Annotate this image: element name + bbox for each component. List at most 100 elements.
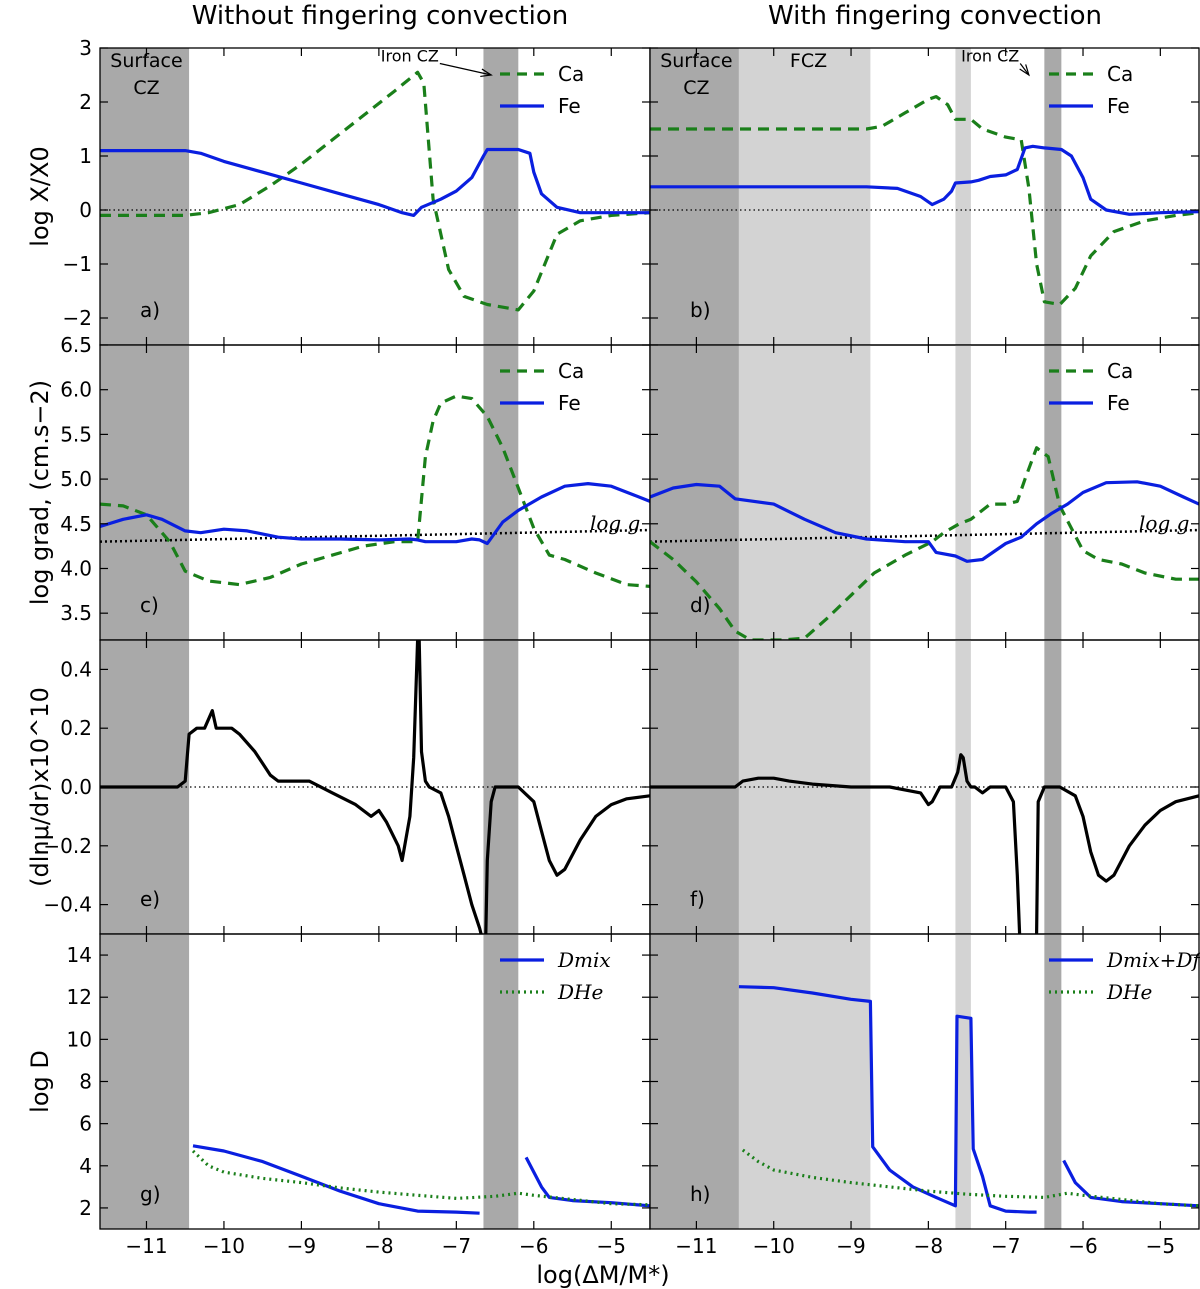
y-tick-label: 4.5	[60, 512, 92, 536]
y-tick-label: 0	[79, 198, 92, 222]
y-tick-label: 6.0	[60, 378, 92, 402]
y-tick-label: 0.4	[60, 657, 92, 681]
iron-cz-annotation-a: Iron CZ	[381, 47, 439, 66]
convection-zone-dark-h-3	[1044, 934, 1062, 1229]
convection-zone-dark-b-0	[650, 48, 739, 345]
arrow-line-a	[439, 62, 492, 76]
left-column-title: Without fingering convection	[192, 1, 569, 31]
plot-area-c	[100, 345, 650, 640]
y-tick-label: −1	[63, 252, 92, 276]
series-mu-e-1	[484, 785, 650, 934]
zone-annotation-b-2: FCZ	[790, 50, 827, 72]
convection-zone-light-b-2	[955, 48, 971, 345]
panel-label-f: f)	[690, 887, 705, 911]
x-tick-label: −11	[675, 1234, 717, 1258]
y-tick-label: −0.4	[43, 893, 92, 917]
plot-area-a	[100, 48, 650, 345]
panel-label-h: h)	[690, 1182, 710, 1206]
zone-annotation-b-0: Surface	[660, 50, 732, 72]
log-g-line-d	[650, 528, 1199, 543]
series-ca-b-0	[650, 94, 1199, 307]
panel-label-a: a)	[140, 298, 160, 322]
y-tick-label: 3	[79, 36, 92, 60]
right-column-title: With fingering convection	[768, 1, 1102, 31]
arrow-head-b	[1019, 64, 1030, 77]
plot-area-f	[650, 640, 1199, 934]
panel-g: −11 −10 −9 −8 −7 −6 −5 2 4 6 8 10 12 14 log D g) Dmix DHe	[26, 933, 651, 1258]
x-tick-label: −10	[753, 1234, 795, 1258]
x-tick-label: −9	[836, 1234, 865, 1258]
y-axis-title-g: log D	[26, 1050, 54, 1113]
x-tick-label: −5	[1146, 1234, 1175, 1258]
zone-annotation-a-1: CZ	[133, 77, 159, 99]
arrow-head-a	[480, 68, 493, 78]
y-tick-label: 5.0	[60, 467, 92, 491]
panel-d: d) Ca Fe log g	[649, 344, 1200, 641]
plot-area-g	[100, 934, 650, 1229]
x-tick-label: −6	[1068, 1234, 1097, 1258]
series-fe-b-1	[650, 144, 1199, 216]
panel-a: −2 −1 0 1 2 3 log X/X0 a) Ca Fe Surface CZ Iron CZ	[26, 36, 651, 346]
panel-label-d: d)	[690, 593, 711, 617]
convection-zone-light-h-2	[955, 934, 971, 1229]
series-d-mix-d-fing-h-0	[738, 985, 1037, 1214]
log-g-annotation-c: log g	[590, 511, 640, 535]
x-tick-label: −7	[442, 1234, 471, 1258]
legend-label-b-0: Ca	[1107, 62, 1133, 86]
panel-label-e: e)	[140, 887, 160, 911]
y-axis-title-e: (dlnμ/dr)x10^10	[26, 687, 54, 887]
panel-h: −11 −10 −9 −8 −7 −6 −5 h) Dmix+Dfing DHe	[649, 933, 1200, 1258]
panel-label-c: c)	[140, 593, 159, 617]
x-tick-label: −9	[287, 1234, 316, 1258]
y-tick-label: 12	[67, 985, 92, 1009]
zone-annotation-a-0: Surface	[110, 50, 182, 72]
x-tick-label: −6	[519, 1234, 548, 1258]
convection-zone-dark-b-3	[1044, 48, 1062, 345]
legend-label-a-0: Ca	[558, 62, 584, 86]
convection-zone-dark-g-1	[483, 934, 519, 1229]
series-d-mix-g-1	[524, 1156, 650, 1208]
plot-area-d	[650, 345, 1199, 640]
convection-zone-dark-g-0	[100, 934, 190, 1229]
y-tick-label: 5.5	[60, 422, 92, 446]
y-tick-label: −0.2	[43, 834, 92, 858]
convection-zone-light-b-1	[738, 48, 871, 345]
convection-zone-dark-a-0	[100, 48, 190, 345]
x-tick-label: −8	[914, 1234, 943, 1258]
series-d-he-g-2	[191, 1149, 650, 1207]
y-tick-label: 10	[67, 1027, 92, 1051]
plot-area-h	[650, 934, 1199, 1229]
series-mu-f-1	[1035, 785, 1199, 934]
log-g-line-c	[100, 528, 650, 543]
convection-zone-light-d-2	[955, 345, 971, 640]
arrow-line-b	[1019, 63, 1030, 76]
legend-label-c-0: Ca	[558, 359, 584, 383]
y-tick-label: 1	[79, 144, 92, 168]
series-fe-a-1	[100, 147, 650, 217]
panel-f: f)	[649, 639, 1200, 935]
legend-label-c-1: Fe	[558, 391, 581, 415]
y-axis-title-c: log grad, (cm.s−2)	[26, 380, 54, 605]
y-tick-label: 4.0	[60, 556, 92, 580]
series-d-mix-g-0	[192, 1144, 480, 1215]
y-tick-label: 0.0	[60, 775, 92, 799]
series-mu-f-0	[650, 753, 1022, 934]
x-tick-label: −8	[364, 1234, 393, 1258]
x-tick-label: −11	[125, 1234, 167, 1258]
x-tick-label: −5	[597, 1234, 626, 1258]
zone-annotation-b-1: CZ	[683, 77, 709, 99]
legend-label-b-1: Fe	[1107, 94, 1130, 118]
y-tick-label: 6.5	[60, 333, 92, 357]
y-tick-label: 0.2	[60, 716, 92, 740]
y-tick-label: 3.5	[60, 601, 92, 625]
y-axis-title-a: log X/X0	[26, 146, 54, 246]
legend-label-h-0: Dmix+Dfing	[1106, 948, 1200, 972]
legend-label-a-1: Fe	[558, 94, 581, 118]
y-tick-label: 2	[79, 1196, 92, 1220]
panel-label-b: b)	[690, 298, 711, 322]
legend-label-d-0: Ca	[1107, 359, 1133, 383]
series-mu-e-0	[100, 640, 483, 934]
